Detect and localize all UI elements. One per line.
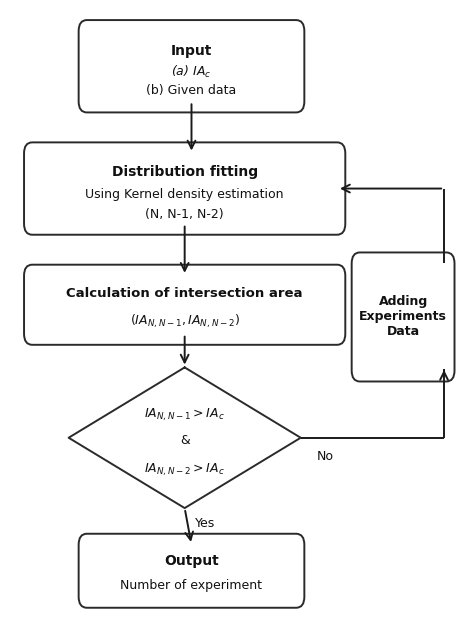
FancyBboxPatch shape <box>24 143 345 234</box>
Text: $IA_{N,N-2} > IA_c$: $IA_{N,N-2} > IA_c$ <box>144 461 225 478</box>
Text: Adding
Experiments
Data: Adding Experiments Data <box>359 296 447 338</box>
Text: Number of experiment: Number of experiment <box>120 579 263 592</box>
FancyBboxPatch shape <box>24 265 345 345</box>
Text: Using Kernel density estimation: Using Kernel density estimation <box>85 188 284 201</box>
Text: Calculation of intersection area: Calculation of intersection area <box>66 287 303 299</box>
Text: Distribution fitting: Distribution fitting <box>111 166 258 180</box>
Text: (a) $IA_c$: (a) $IA_c$ <box>171 64 212 80</box>
Text: (N, N-1, N-2): (N, N-1, N-2) <box>146 208 224 221</box>
Text: $(IA_{N,N-1},IA_{N,N-2})$: $(IA_{N,N-1},IA_{N,N-2})$ <box>130 312 240 330</box>
Text: (b) Given data: (b) Given data <box>146 84 237 97</box>
Polygon shape <box>69 368 301 508</box>
Text: Output: Output <box>164 554 219 568</box>
Text: $IA_{N,N-1} > IA_c$: $IA_{N,N-1} > IA_c$ <box>144 406 225 423</box>
FancyBboxPatch shape <box>79 20 304 112</box>
Text: Input: Input <box>171 44 212 58</box>
FancyBboxPatch shape <box>352 252 455 382</box>
Text: No: No <box>317 450 334 462</box>
Text: &: & <box>180 434 190 447</box>
Text: Yes: Yes <box>195 517 215 530</box>
FancyBboxPatch shape <box>79 534 304 608</box>
